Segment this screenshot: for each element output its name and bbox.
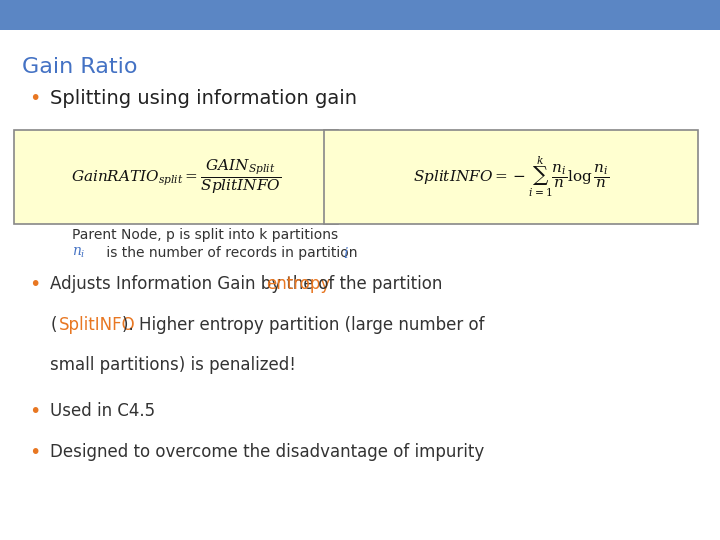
Text: Splitting using information gain: Splitting using information gain (50, 89, 357, 108)
FancyBboxPatch shape (0, 0, 720, 30)
Text: of the partition: of the partition (313, 275, 443, 293)
Text: $i$: $i$ (343, 246, 349, 261)
Text: $n_i$: $n_i$ (72, 246, 86, 260)
Text: Used in C4.5: Used in C4.5 (50, 402, 156, 420)
Text: •: • (29, 443, 40, 462)
Text: $\mathit{GainRATIO}_{split} = \dfrac{\mathit{GAIN}_{Split}}{\mathit{SplitINFO}}$: $\mathit{GainRATIO}_{split} = \dfrac{\ma… (71, 158, 282, 196)
Text: Parent Node, p is split into k partitions: Parent Node, p is split into k partition… (72, 228, 338, 242)
Text: •: • (29, 89, 40, 108)
Text: ). Higher entropy partition (large number of: ). Higher entropy partition (large numbe… (122, 316, 484, 334)
Text: SplitINFO: SplitINFO (59, 316, 135, 334)
Text: •: • (29, 275, 40, 294)
Text: $\mathit{SplitINFO} = -\sum_{i=1}^{k}\dfrac{n_i}{n}\log\dfrac{n_i}{n}$: $\mathit{SplitINFO} = -\sum_{i=1}^{k}\df… (413, 155, 609, 199)
Text: Gain Ratio: Gain Ratio (22, 57, 137, 77)
Text: entropy: entropy (266, 275, 330, 293)
FancyBboxPatch shape (324, 130, 698, 224)
Text: small partitions) is penalized!: small partitions) is penalized! (50, 356, 296, 374)
Text: is the number of records in partition: is the number of records in partition (102, 246, 362, 260)
Text: (: ( (50, 316, 57, 334)
Text: Designed to overcome the disadvantage of impurity: Designed to overcome the disadvantage of… (50, 443, 485, 461)
FancyBboxPatch shape (14, 130, 338, 224)
Text: •: • (29, 402, 40, 421)
Text: Adjusts Information Gain by the: Adjusts Information Gain by the (50, 275, 319, 293)
